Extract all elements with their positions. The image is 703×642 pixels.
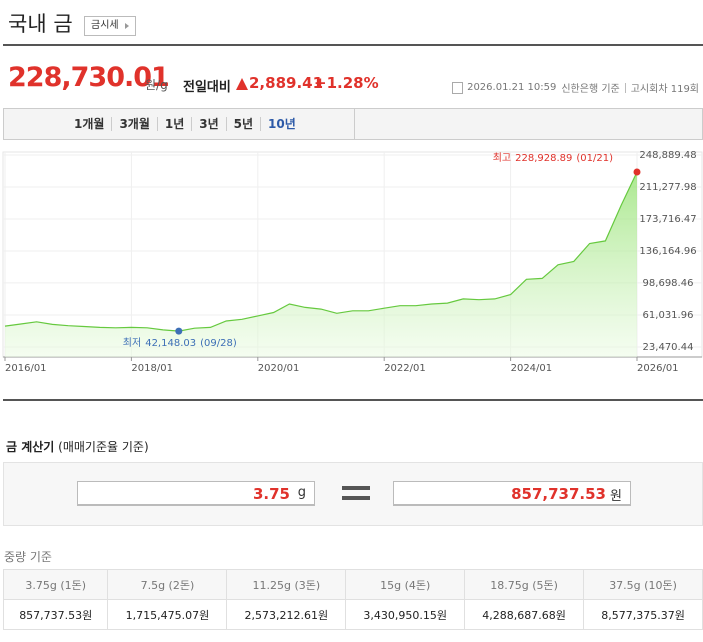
table-row: 857,737.53원 1,715,475.07원 2,573,212.61원 3,4… bbox=[2, 599, 703, 630]
datetime: 2026.01.21 10:59 bbox=[467, 82, 557, 93]
annotation-text: 최고 bbox=[493, 152, 511, 164]
chart: 23,470.44 61,031.96 98,698.46 136,164.96 173… bbox=[2, 150, 703, 374]
y-tick-label: 248,889.48 bbox=[639, 150, 696, 161]
table-header: 3.75g (1돈) 7.5g (2돈) 11.25g (3돈) 15g (4돈) 18… bbox=[2, 569, 703, 600]
separator bbox=[624, 82, 626, 93]
tab[interactable]: 1년 bbox=[156, 117, 191, 131]
table-title: 중량 기준 bbox=[4, 550, 52, 564]
weight-table: 3.75g (1돈) 7.5g (2돈) 11.25g (3돈) 15g (4돈) 18… bbox=[2, 569, 703, 630]
annotation-value-label: 42,148.03 bbox=[145, 338, 196, 349]
up-arrow bbox=[236, 78, 248, 90]
header-cell: 3.75g (1돈) bbox=[2, 569, 109, 600]
result-value: 857,737.53 bbox=[511, 485, 606, 503]
header-cell: 37.5g (10돈) bbox=[583, 569, 703, 600]
header-cell: 11.25g (3돈) bbox=[226, 569, 347, 600]
tab-list: 1개월 3개월 1년 3년 5년 10년 bbox=[67, 117, 303, 131]
cell: 4,288,687.68원 bbox=[464, 599, 585, 630]
calc-heading: 금 계산기 bbox=[6, 440, 55, 454]
annotation-value-label: 228,928.89 bbox=[515, 153, 572, 164]
tab[interactable]: 1개월 bbox=[74, 117, 105, 131]
line bbox=[4, 171, 638, 332]
page-title: 국내 금 bbox=[8, 12, 73, 36]
x-tick-label: 2024/01 bbox=[511, 363, 553, 374]
result-box: 857,737.53 원 bbox=[393, 481, 631, 506]
y-tick-label: 211,277.98 bbox=[639, 182, 696, 193]
equals-bar bbox=[342, 496, 370, 500]
annotation: 최고 228,928.89 (01/21) bbox=[493, 152, 613, 164]
y-tick-label: 136,164.96 bbox=[639, 246, 696, 257]
y-tick-label: 61,031.96 bbox=[643, 310, 694, 321]
clock-icon bbox=[452, 81, 464, 94]
x-tick-label: 2026/01 bbox=[637, 363, 679, 374]
cell: 857,737.53원 bbox=[2, 599, 109, 630]
input-unit: g bbox=[297, 485, 306, 500]
cell: 8,577,375.37원 bbox=[583, 599, 703, 630]
x-tick-label: 2022/01 bbox=[384, 363, 426, 374]
tab[interactable]: 3년 bbox=[191, 117, 225, 131]
calc-title: 금 계산기 (매매기준율 기준) bbox=[6, 438, 149, 455]
cell: 1,715,475.07원 bbox=[107, 599, 228, 630]
tab-bar: 1개월 3개월 1년 3년 5년 10년 bbox=[3, 108, 703, 140]
round: 고시회차 119회 bbox=[630, 84, 699, 95]
weight-input[interactable]: 3.75 g bbox=[77, 481, 315, 506]
x-tick-label: 2018/01 bbox=[131, 363, 173, 374]
y-tick-label: 98,698.46 bbox=[643, 278, 694, 289]
meta: 2026.01.21 10:59 신한은행 기준 고시회차 119회 bbox=[452, 80, 699, 95]
change: 2,889.41 bbox=[249, 74, 324, 92]
header-cell: 15g (4돈) bbox=[345, 569, 466, 600]
x-tick-label: 2016/01 bbox=[5, 363, 47, 374]
equals-bar bbox=[342, 486, 370, 490]
annotation-date: (01/21) bbox=[576, 153, 613, 164]
input-value: 3.75 bbox=[252, 485, 290, 503]
change-pct: +1.28% bbox=[314, 74, 379, 92]
price: 228,730.01 bbox=[8, 62, 170, 93]
price-unit: 원/g bbox=[145, 78, 168, 92]
header-cell: 18.75g (5돈) bbox=[464, 569, 585, 600]
annotation-date: (09/28) bbox=[200, 338, 237, 349]
annotation: 최저 42,148.03 (09/28) bbox=[123, 337, 237, 349]
annotation-dot bbox=[633, 168, 641, 176]
source: 신한은행 기준 bbox=[561, 84, 620, 95]
separator bbox=[354, 109, 355, 139]
annotation-text: 최저 bbox=[123, 337, 141, 349]
x-tick-label: 2020/01 bbox=[258, 363, 300, 374]
tab[interactable]: 5년 bbox=[225, 117, 260, 131]
y-tick-label: 23,470.44 bbox=[643, 342, 694, 353]
cell: 2,573,212.61원 bbox=[226, 599, 347, 630]
cell: 3,430,950.15원 bbox=[345, 599, 466, 630]
annotation-dot bbox=[175, 327, 183, 335]
tag-link[interactable]: 금시세 bbox=[84, 16, 136, 36]
result-unit: 원 bbox=[610, 489, 622, 504]
change-label: 전일대비 bbox=[183, 80, 231, 95]
calculator: 3.75 g 857,737.53 원 bbox=[3, 462, 703, 526]
calc-subtitle: (매매기준율 기준) bbox=[58, 440, 149, 454]
tab[interactable]: 3개월 bbox=[111, 117, 156, 131]
divider bbox=[3, 399, 703, 401]
y-tick-label: 173,716.47 bbox=[639, 214, 696, 225]
header-cell: 7.5g (2돈) bbox=[107, 569, 228, 600]
area-fill bbox=[5, 172, 637, 357]
divider bbox=[3, 44, 703, 46]
tab[interactable]: 10년 bbox=[260, 117, 303, 131]
